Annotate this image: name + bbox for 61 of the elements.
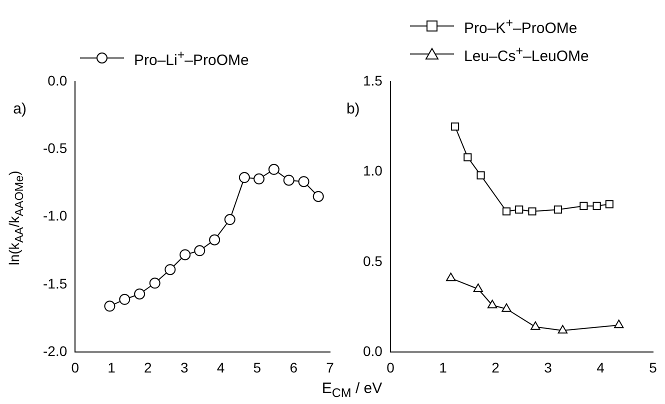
point <box>283 174 294 186</box>
point <box>446 272 456 282</box>
x-tick-label: 5 <box>253 359 262 376</box>
point <box>451 122 460 131</box>
x-tick-label: 6 <box>290 359 298 376</box>
y-tick-label: -1.0 <box>43 208 68 224</box>
point <box>119 294 130 305</box>
point <box>312 190 324 202</box>
y-tick-label: 0.0 <box>362 343 383 360</box>
legend-label: Pro–K$^{+}$–ProOMe <box>464 16 578 36</box>
point <box>515 206 524 214</box>
point <box>558 325 568 334</box>
point <box>464 153 472 162</box>
x-tick-label: 4 <box>596 359 605 376</box>
x-tick-label: 2 <box>144 359 152 376</box>
point <box>254 173 264 184</box>
x-tick-label: 3 <box>180 359 188 376</box>
y-tick-label: 0.0 <box>48 72 68 88</box>
point <box>502 207 511 216</box>
x-tick-label: 1 <box>108 359 116 376</box>
text: b) <box>346 100 360 118</box>
point <box>528 207 536 216</box>
legend-label: Leu–Cs$^{+}$–LeuOMe <box>464 44 589 64</box>
point <box>209 234 220 246</box>
x-tick-label: 0 <box>71 359 80 376</box>
text: a) <box>13 100 26 118</box>
x-tick-label: 0 <box>386 359 395 376</box>
point <box>530 321 540 330</box>
point <box>268 164 280 175</box>
point <box>164 264 176 276</box>
point <box>605 200 614 208</box>
x-axis-title: E$_{CM}$ / eV <box>322 380 382 400</box>
point <box>238 172 250 184</box>
point <box>476 171 485 180</box>
point <box>224 214 236 226</box>
point <box>194 245 206 256</box>
point <box>502 303 512 312</box>
x-tick-label: 3 <box>544 359 552 376</box>
legend-label: Pro–Li$^{+}$–ProOMe <box>134 48 249 68</box>
y-tick-label: -0.5 <box>43 140 68 156</box>
y-tick-label: -1.5 <box>43 275 68 292</box>
point <box>104 300 116 312</box>
point <box>554 206 562 214</box>
x-tick-label: 4 <box>216 359 225 376</box>
point <box>580 202 588 210</box>
y-tick-label: 0.5 <box>362 252 383 269</box>
point <box>473 284 483 292</box>
x-tick-label: 2 <box>492 359 500 376</box>
point <box>487 300 498 308</box>
point <box>298 176 310 188</box>
y-tick-label: 1.5 <box>362 72 383 88</box>
x-tick-label: 5 <box>649 359 658 376</box>
point <box>180 249 191 260</box>
x-tick-label: 1 <box>439 359 448 376</box>
x-tick-label: 7 <box>326 359 334 376</box>
point <box>614 320 624 328</box>
point <box>592 202 601 210</box>
point <box>149 278 160 289</box>
y-tick-label: 1.0 <box>362 162 383 179</box>
point <box>134 288 146 300</box>
y-tick-label: -2.0 <box>43 343 68 360</box>
